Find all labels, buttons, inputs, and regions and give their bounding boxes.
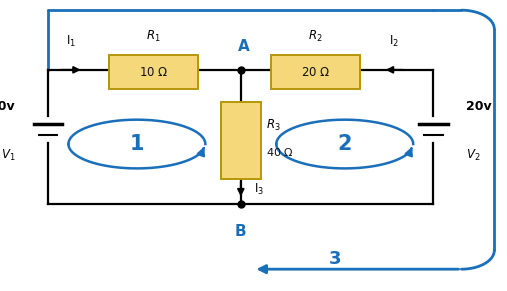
- Text: 40 $\Omega$: 40 $\Omega$: [266, 146, 294, 158]
- FancyBboxPatch shape: [271, 55, 360, 89]
- Text: A: A: [237, 39, 249, 54]
- Text: R$_2$: R$_2$: [308, 29, 323, 44]
- Text: 3: 3: [329, 250, 341, 268]
- FancyBboxPatch shape: [221, 102, 261, 179]
- Text: V$_2$: V$_2$: [466, 148, 481, 163]
- Text: V$_1$: V$_1$: [1, 148, 15, 163]
- Text: B: B: [235, 224, 246, 239]
- Text: 10 $\Omega$: 10 $\Omega$: [139, 65, 168, 79]
- FancyBboxPatch shape: [109, 55, 198, 89]
- Text: 10v: 10v: [0, 100, 15, 113]
- Text: 2: 2: [338, 134, 352, 154]
- Text: 20v: 20v: [466, 100, 492, 113]
- Text: I$_1$: I$_1$: [66, 34, 76, 49]
- Text: I$_3$: I$_3$: [254, 182, 264, 197]
- Text: R$_1$: R$_1$: [146, 29, 161, 44]
- Text: R$_3$: R$_3$: [266, 118, 281, 132]
- Text: 1: 1: [130, 134, 144, 154]
- Text: I$_2$: I$_2$: [389, 34, 399, 49]
- Text: 20 $\Omega$: 20 $\Omega$: [301, 65, 330, 79]
